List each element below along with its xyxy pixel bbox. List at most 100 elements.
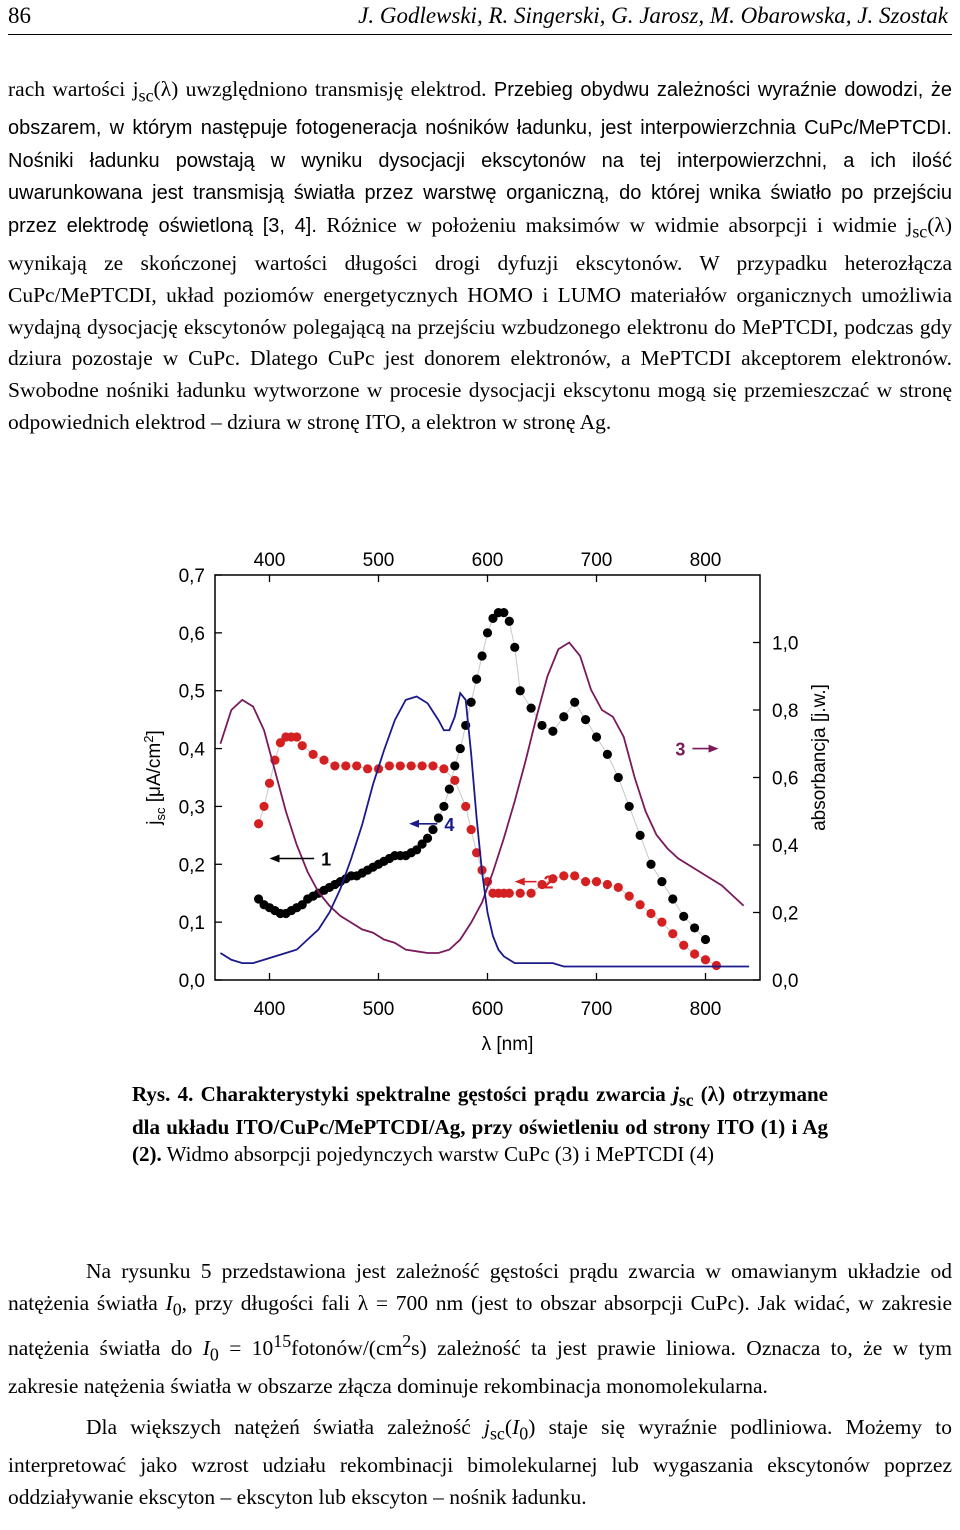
y-right-tick-label: 0,8: [772, 701, 798, 722]
series-2-point: [559, 871, 569, 881]
series-1-point: [635, 830, 645, 840]
series-1-point: [510, 642, 520, 652]
y-left-tick-label: 0,1: [179, 913, 205, 934]
y-left-tick-label: 0,4: [179, 740, 206, 761]
series-2-point: [602, 879, 612, 890]
text: (λ) wynikają ze skończonej wartości dług…: [8, 213, 952, 434]
text-sans: Przebieg obydwu zależności wyraźnie dowo…: [8, 79, 952, 238]
symbol: I: [512, 1415, 520, 1439]
series-2-point: [668, 929, 678, 939]
y-left-tick-label: 0,3: [179, 797, 205, 818]
series-1-point: [515, 686, 525, 696]
running-header: 86 J. Godlewski, R. Singerski, G. Jarosz…: [8, 0, 952, 38]
y-left-tick-label: 0,5: [179, 682, 205, 703]
series-1-point: [297, 900, 307, 910]
text: s) zależność ta jest prawie liniowa. Ozn…: [8, 1335, 952, 1398]
subscript: sc: [489, 1423, 505, 1444]
series-2-point: [624, 891, 634, 901]
series-2-point: [646, 908, 656, 919]
series-1-point: [646, 859, 656, 869]
series-2-point: [259, 801, 269, 812]
series-2-point: [700, 955, 711, 965]
curve-label-1: 1: [321, 850, 331, 870]
curve-label-3: 3: [675, 740, 685, 760]
figure-caption: Rys. 4. Charakterystyki spektralne gęsto…: [132, 1081, 828, 1168]
series-2-point: [679, 940, 689, 950]
series-2-point: [711, 960, 722, 971]
curve-label-2: 2: [544, 873, 554, 893]
paragraph-3: Dla większych natężeń światła zależność …: [8, 1412, 952, 1513]
series-2-point: [439, 764, 449, 774]
series-2-point: [461, 801, 471, 812]
text: Dla większych natężeń światła zależność: [86, 1415, 484, 1439]
series-2-point: [466, 824, 476, 835]
series-2-point: [450, 775, 460, 785]
series-2-point: [395, 761, 405, 771]
caption-text: Widmo absorpcji pojedynczych warstw CuPc…: [161, 1142, 714, 1167]
series-2-point: [264, 778, 275, 788]
series-1-point: [455, 743, 465, 754]
series-1-point: [591, 732, 602, 742]
series-1-point: [499, 608, 509, 618]
series-2-point: [292, 732, 302, 742]
series-1-point: [428, 824, 438, 835]
subscript: 0: [209, 1344, 219, 1365]
series-2-point: [275, 738, 285, 748]
x-tick-label-top: 500: [363, 550, 395, 571]
subscript: 0: [519, 1423, 529, 1444]
caption-bold: Rys. 4. Charakterystyki spektralne gęsto…: [132, 1082, 674, 1106]
series-1-point: [537, 720, 547, 731]
x-axis-label: λ [nm]: [482, 1034, 534, 1055]
caption-symbol: j: [673, 1082, 679, 1106]
paragraph-2: Na rysunku 5 przedstawiona jest zależnoś…: [8, 1256, 952, 1403]
curve-arrowhead-4: [409, 819, 420, 828]
curve-arrowhead-1: [269, 854, 280, 863]
y-left-tick-label: 0,7: [179, 566, 205, 587]
x-tick-label: 600: [472, 999, 504, 1020]
y-left-tick-label: 0,6: [179, 624, 205, 645]
series-1-point: [602, 749, 612, 759]
x-tick-label-top: 600: [472, 550, 504, 571]
y-right-tick-label: 0,2: [772, 904, 798, 925]
series-2-point: [515, 888, 525, 898]
y-left-tick-label: 0,2: [179, 855, 205, 876]
symbol: j: [483, 1415, 490, 1439]
page-number: 86: [8, 3, 31, 28]
y-right-tick-label: 0,0: [772, 971, 798, 992]
series-4-line: [219, 691, 750, 968]
series-1-point: [482, 628, 493, 638]
series-2-point: [591, 877, 602, 887]
curve-arrowhead-2: [514, 877, 525, 886]
series-1-point: [559, 712, 569, 722]
text: , przy długości fali λ = 700 nm (jest to…: [8, 1290, 952, 1360]
subscript: sc: [912, 221, 928, 242]
series-2-point: [384, 761, 394, 771]
series-1-point: [433, 813, 444, 823]
series-1-point: [624, 801, 634, 812]
series-3-line: [219, 641, 745, 954]
text: Na rysunku 5 przedstawiona jest zależnoś…: [8, 1259, 952, 1315]
y-left-tick-label: 0,0: [179, 971, 205, 992]
series-1-point: [477, 651, 487, 661]
series-2-point: [526, 888, 536, 898]
x-tick-label: 800: [690, 999, 722, 1020]
x-tick-label: 500: [363, 999, 395, 1020]
series-1-point: [254, 894, 264, 904]
series-2-point: [657, 917, 667, 927]
series-1-point: [657, 877, 667, 887]
symbol: I: [202, 1335, 210, 1360]
series-1-point: [417, 839, 427, 849]
text: ) staje się wyraźnie podliniowa. Możemy …: [8, 1415, 952, 1509]
text: fotonów/(cm: [291, 1335, 403, 1360]
series-2-point: [319, 755, 329, 765]
series-1-point: [450, 761, 460, 771]
x-tick-label-top: 800: [690, 550, 722, 571]
series-2-point: [341, 761, 351, 771]
series-1-point: [613, 772, 623, 783]
series-1-point: [412, 845, 422, 855]
x-tick-label: 400: [254, 999, 286, 1020]
series-2-point: [504, 888, 514, 898]
symbol: I: [165, 1290, 173, 1315]
series-1-point: [488, 613, 498, 623]
series-1-point: [472, 674, 482, 684]
